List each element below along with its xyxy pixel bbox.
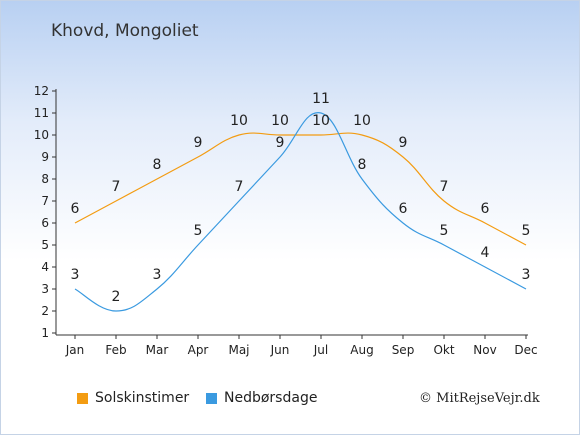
copyright-notice: © MitRejseVejr.dk: [419, 391, 540, 406]
data-label-rain: 6: [399, 201, 408, 217]
x-tick-label: Dec: [514, 343, 537, 357]
y-tick-label: 1: [41, 326, 49, 340]
data-label-sun: 7: [112, 179, 121, 195]
data-label-rain: 11: [312, 91, 330, 107]
data-label-sun: 10: [353, 113, 371, 129]
data-label-sun: 5: [522, 223, 531, 239]
data-label-sun: 9: [399, 135, 408, 151]
x-tick-label: Nov: [473, 343, 496, 357]
data-label-rain: 9: [276, 135, 285, 151]
y-tick-label: 11: [34, 106, 49, 120]
x-tick-label: Feb: [105, 343, 126, 357]
x-tick-label: Aug: [350, 343, 373, 357]
y-tick-label: 6: [41, 216, 49, 230]
chart-title: Khovd, Mongoliet: [51, 21, 199, 41]
series-line-sun: [74, 132, 527, 246]
x-tick-label: Jul: [313, 343, 328, 357]
data-label-rain: 8: [358, 157, 367, 173]
x-tick-label: Maj: [228, 343, 249, 357]
data-label-rain: 7: [235, 179, 244, 195]
x-tick-label: Sep: [392, 343, 415, 357]
data-label-sun: 8: [153, 157, 162, 173]
data-label-sun: 6: [481, 201, 490, 217]
x-tick-label: Apr: [188, 343, 209, 357]
x-tick-label: Mar: [146, 343, 169, 357]
legend-swatch-rain: [206, 392, 217, 404]
y-tick-label: 8: [41, 172, 49, 186]
legend-label-sun: Solskinstimer: [95, 390, 190, 406]
x-tick-label: Okt: [433, 343, 454, 357]
data-label-sun: 7: [440, 179, 449, 195]
data-label-sun: 10: [312, 113, 330, 129]
data-label-sun: 10: [271, 113, 289, 129]
y-tick-label: 4: [41, 260, 49, 274]
data-label-rain: 3: [71, 267, 80, 283]
y-tick-label: 12: [34, 84, 49, 98]
y-tick-label: 5: [41, 238, 49, 252]
y-tick-label: 10: [34, 128, 49, 142]
data-label-rain: 4: [481, 245, 490, 261]
legend-item-rain: Nedbørsdage: [206, 390, 317, 406]
x-tick-label: Jan: [65, 343, 85, 357]
data-label-sun: 9: [194, 135, 203, 151]
series-lines: [74, 112, 527, 312]
y-tick-label: 7: [41, 194, 49, 208]
data-labels: 6 7 8 9 10 10 10 10 9 7 6 5 3 2 3 5 7 9 11 8 6 5 4 3: [71, 91, 531, 305]
x-tick-label: Jun: [270, 343, 290, 357]
y-tick-label: 2: [41, 304, 49, 318]
data-label-rain: 5: [194, 223, 203, 239]
data-label-rain: 2: [112, 289, 121, 305]
series-line-rain: [74, 112, 527, 312]
data-label-rain: 5: [440, 223, 449, 239]
y-tick-label: 3: [41, 282, 49, 296]
y-tick-label: 9: [41, 150, 49, 164]
data-label-sun: 10: [230, 113, 248, 129]
legend-item-sun: Solskinstimer: [77, 390, 189, 406]
data-label-rain: 3: [153, 267, 162, 283]
data-label-sun: 6: [71, 201, 80, 217]
legend-label-rain: Nedbørsdage: [224, 390, 318, 406]
legend-swatch-sun: [77, 392, 88, 404]
data-label-rain: 3: [522, 267, 531, 283]
